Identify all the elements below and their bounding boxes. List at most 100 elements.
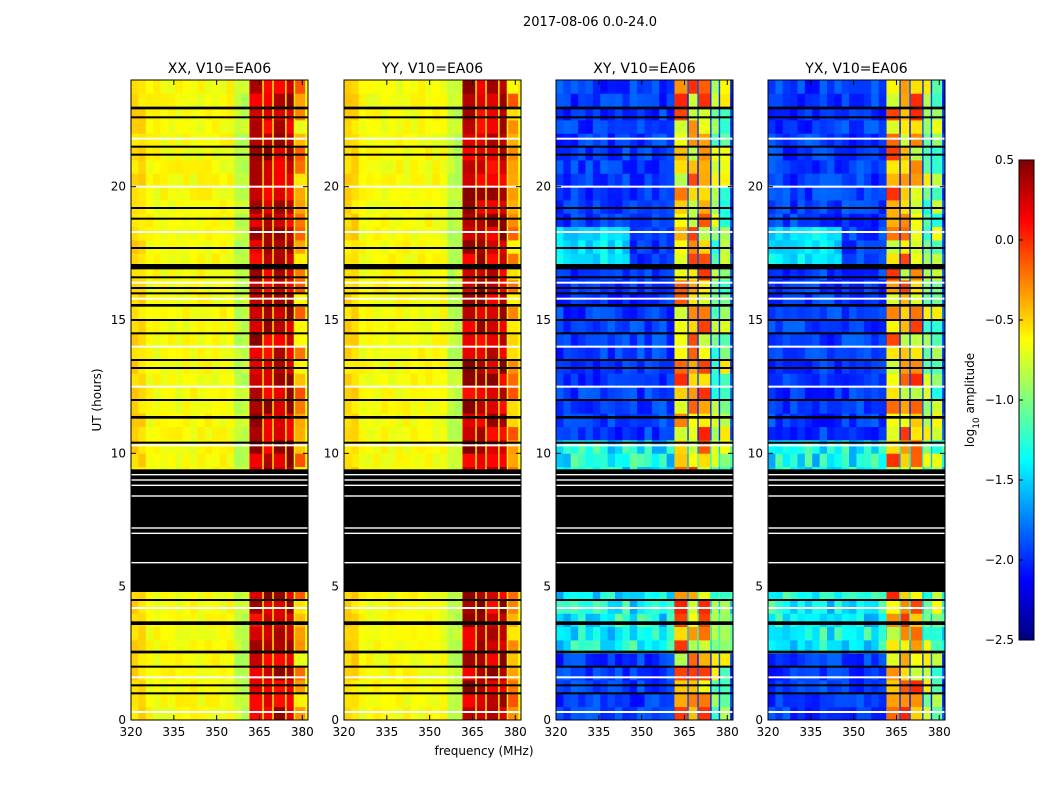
flag-band [344,621,521,624]
heat-cell [395,440,404,454]
heat-cell [380,213,389,228]
rfi-cell [486,333,499,348]
heat-cell [607,80,616,94]
heat-cell [666,80,675,94]
rfi-cell [711,320,719,334]
heat-cell [344,640,352,654]
heat-cell [432,400,441,414]
heat-cell [863,453,872,468]
rfi-cell [286,133,294,148]
heat-cell [138,440,147,454]
heat-cell [358,226,367,241]
rfi-cell [273,426,286,441]
heat-cell [182,706,191,721]
x-tick-label: 380 [291,725,314,739]
rfi-cell [263,346,273,361]
heat-cell [782,666,791,681]
rfi-cell [720,240,731,254]
heat-cell [775,440,784,454]
flag-line [556,217,733,220]
heat-cell [344,133,352,148]
heat-cell [454,626,463,641]
heat-cell [439,293,448,308]
heat-cell [366,600,374,614]
y-tick-label: 10 [536,446,551,460]
heat-cell [425,280,433,294]
heat-cell [351,106,360,121]
heat-cell [175,626,184,641]
heat-cell [600,240,609,254]
heat-cell [153,120,161,134]
heat-cell [395,306,404,321]
rfi-cell [286,186,294,201]
heat-cell [556,666,564,681]
heat-cell [563,386,572,401]
heat-cell [226,133,235,148]
heat-cell [570,106,579,121]
heat-cell [373,426,382,441]
heat-cell [219,293,228,308]
heat-cell [629,133,638,148]
heat-cell [403,600,411,614]
heat-cell [160,80,169,94]
rfi-cell [263,200,273,214]
heat-cell [607,200,616,214]
heat-cell [600,413,609,428]
rfi-cell [249,160,263,174]
heat-cell [234,373,243,388]
heat-cell [651,253,660,268]
heat-cell [827,693,835,708]
heat-cell [615,266,623,281]
heat-cell [622,120,631,134]
heat-cell [615,293,623,308]
heat-cell [234,226,243,241]
heat-cell [403,120,411,134]
rfi-cell [711,586,719,601]
heat-cell [366,106,374,121]
rfi-cell [674,226,688,241]
rfi-cell [462,293,476,308]
heat-cell [578,600,586,614]
heat-cell [659,706,668,721]
rfi-cell [476,293,486,308]
heat-cell [138,280,147,294]
heat-cell [344,93,352,108]
heat-cell [373,586,382,601]
heat-cell [131,200,139,214]
heat-cell [600,200,609,214]
heat-cell [615,680,623,694]
heat-cell [812,600,821,614]
heat-cell [395,413,404,428]
heat-cell [395,426,404,441]
rfi-cell [462,226,476,241]
heat-cell [351,213,360,228]
rfi-cell [476,266,486,281]
heat-cell [556,333,564,348]
heat-cell [454,160,463,174]
heat-cell [878,426,887,441]
heat-cell [380,293,389,308]
heat-cell [145,440,154,454]
flag-line-white [556,532,733,535]
heat-cell [358,333,367,348]
rfi-cell [295,120,306,134]
heat-cell [447,386,456,401]
heat-cell [637,413,645,428]
heat-cell [637,586,645,601]
heat-cell [417,133,426,148]
heat-cell [380,426,389,441]
heat-cell [856,600,865,614]
heat-cell [197,586,206,601]
heat-cell [226,360,235,374]
heat-cell [212,426,220,441]
flag-line [131,231,308,233]
heat-cell [782,613,791,628]
rfi-cell [273,306,286,321]
rfi-cell [688,626,698,641]
heat-cell [358,360,367,374]
heat-cell [219,613,228,628]
flag-line [556,359,733,361]
heat-cell [380,253,389,268]
heat-cell [454,253,463,268]
heat-cell [226,320,235,334]
